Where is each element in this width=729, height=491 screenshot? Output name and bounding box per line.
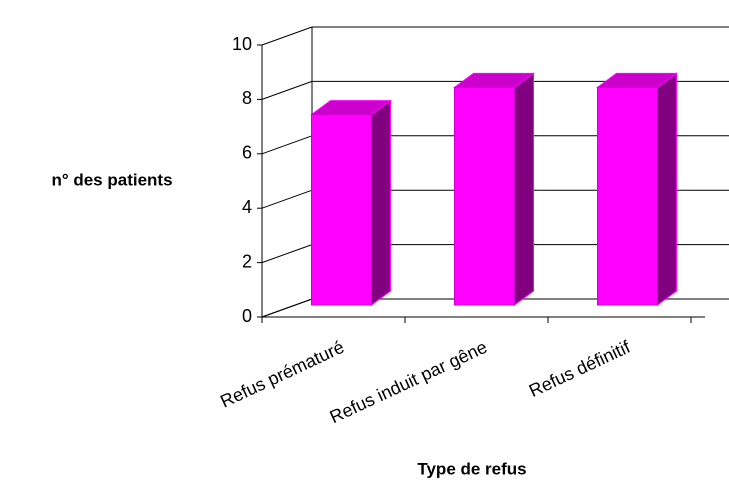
y-axis-label: n° des patients [51,170,172,189]
grid-line [261,244,313,264]
y-tick-label: 6 [242,143,252,163]
x-tick-label: Refus induit par gêne [327,337,491,427]
grid-line [261,26,313,46]
y-tick-label: 8 [242,88,252,108]
x-tick-label: Refus définitif [526,336,634,401]
x-axis-label: Type de refus [417,459,526,478]
bar [311,114,372,306]
y-tick-label: 10 [232,34,252,54]
bar-side [514,72,534,306]
y-tick-label: 2 [242,251,252,271]
bar-side [371,99,391,306]
bar [454,86,515,306]
y-tick-label: 4 [242,197,252,217]
grid-line [261,135,313,155]
bar [597,86,658,306]
x-tick-label: Refus prématuré [217,337,347,412]
y-tick-label: 0 [242,306,252,326]
grid-line [261,189,313,209]
grid-line [261,298,313,318]
bar-side [657,72,677,306]
grid-line [261,80,313,100]
